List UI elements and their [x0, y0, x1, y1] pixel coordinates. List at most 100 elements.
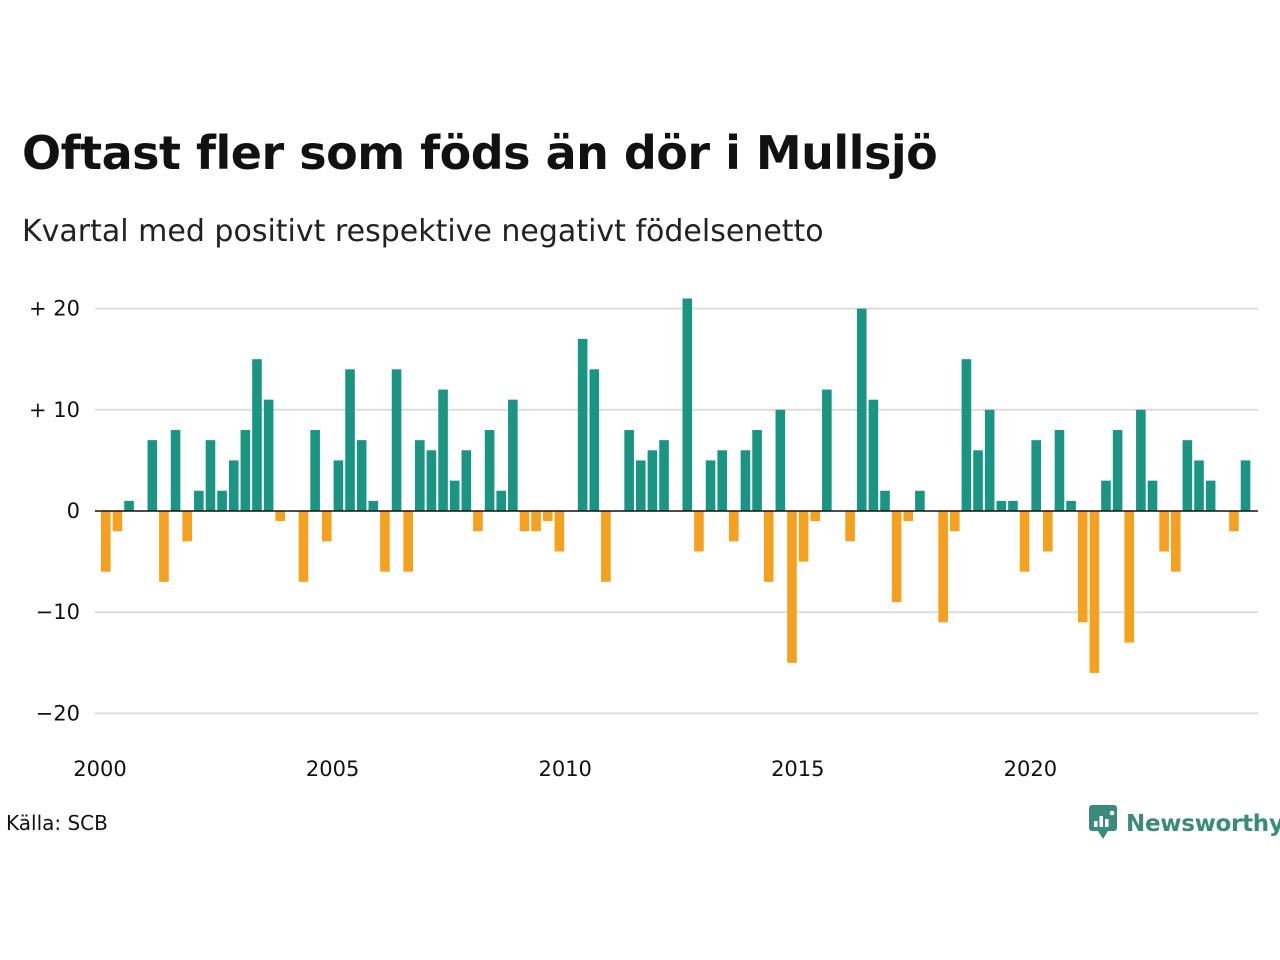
bar: [217, 490, 227, 511]
bar: [787, 511, 797, 663]
bar: [1136, 409, 1146, 511]
bars: [101, 298, 1251, 673]
bar: [391, 369, 402, 511]
bar: [1031, 440, 1041, 511]
bar: [752, 430, 762, 511]
bar: [577, 338, 588, 511]
y-tick-label: −20: [36, 701, 80, 725]
y-tick-label: −10: [36, 600, 80, 624]
bar: [856, 308, 867, 511]
bar: [1159, 511, 1169, 552]
bar: [345, 369, 355, 511]
bar: [1240, 460, 1251, 511]
bar: [775, 409, 786, 511]
bar: [1101, 480, 1111, 511]
y-tick-label: + 20: [29, 297, 80, 321]
brand-name: Newsworthy: [1126, 811, 1280, 837]
bar: [868, 399, 879, 511]
bar: [624, 430, 634, 511]
bar: [647, 450, 658, 511]
bar: [310, 430, 320, 511]
bar: [903, 511, 914, 522]
bar: [1205, 480, 1216, 511]
bar: [519, 511, 530, 532]
bar: [554, 511, 565, 552]
bar: [1043, 511, 1053, 552]
bar: [170, 430, 181, 511]
bar: [961, 359, 972, 511]
source-note: Källa: SCB: [6, 811, 108, 835]
bar: [449, 480, 460, 511]
bar: [1194, 460, 1204, 511]
bar: [1170, 511, 1181, 572]
bar: [496, 490, 507, 511]
x-tick-label: 2010: [538, 757, 591, 781]
bar: [1147, 480, 1158, 511]
bar: [717, 450, 727, 511]
bar: [321, 511, 332, 542]
bar: [415, 440, 425, 511]
bar: [101, 511, 111, 572]
bar: [915, 490, 925, 511]
y-axis-labels: + 20 + 10 0 −10 −20: [29, 297, 80, 726]
bar: [508, 399, 518, 511]
bar-chart: + 20 + 10 0 −10 −20 2000 2005 2010 2015 2020: [29, 297, 1258, 781]
y-tick-label: 0: [67, 499, 80, 523]
bar: [601, 511, 611, 582]
bar: [531, 511, 541, 532]
newsworthy-logo-icon: [1088, 804, 1118, 844]
bar: [729, 511, 739, 542]
x-tick-label: 2000: [73, 757, 126, 781]
bar: [333, 460, 344, 511]
bar: [182, 511, 193, 542]
bar: [426, 450, 437, 511]
bar: [659, 440, 669, 511]
bar: [1124, 511, 1135, 643]
bar: [438, 389, 448, 511]
bar: [996, 500, 1007, 511]
bar: [1089, 511, 1100, 673]
bar: [484, 430, 495, 511]
bar: [694, 511, 704, 552]
bar: [205, 440, 216, 511]
bar: [973, 450, 983, 511]
bar: [1077, 511, 1088, 623]
bar: [589, 369, 600, 511]
y-tick-label: + 10: [29, 398, 80, 422]
bar: [1054, 430, 1065, 511]
bar: [159, 511, 169, 582]
x-axis-labels: 2000 2005 2010 2015 2020: [73, 757, 1057, 781]
bar: [822, 389, 832, 511]
bar: [880, 490, 890, 511]
bar: [1066, 500, 1076, 511]
x-tick-label: 2005: [306, 757, 359, 781]
chart-subtitle: Kvartal med positivt respektive negativt…: [22, 214, 824, 249]
bar: [473, 511, 483, 532]
bar: [1229, 511, 1239, 532]
grid-lines: [95, 307, 1258, 715]
bar: [810, 511, 821, 522]
bar: [147, 440, 158, 511]
bar: [368, 500, 379, 511]
bar: [461, 450, 472, 511]
bar: [949, 511, 960, 532]
bar: [252, 359, 262, 511]
bar: [1182, 440, 1193, 511]
bar: [228, 460, 239, 511]
bar: [112, 511, 123, 532]
bar: [705, 460, 716, 511]
x-tick-label: 2020: [1004, 757, 1057, 781]
bar: [403, 511, 413, 572]
bar: [740, 450, 751, 511]
bar: [763, 511, 774, 582]
bar: [542, 511, 553, 522]
bar: [263, 399, 274, 511]
brand-logo[interactable]: Newsworthy: [1088, 804, 1280, 844]
bar: [845, 511, 855, 542]
bar: [124, 500, 134, 511]
bar: [984, 409, 995, 511]
x-tick-label: 2015: [771, 757, 824, 781]
bar: [938, 511, 948, 623]
bar: [275, 511, 286, 522]
bar: [1008, 500, 1018, 511]
